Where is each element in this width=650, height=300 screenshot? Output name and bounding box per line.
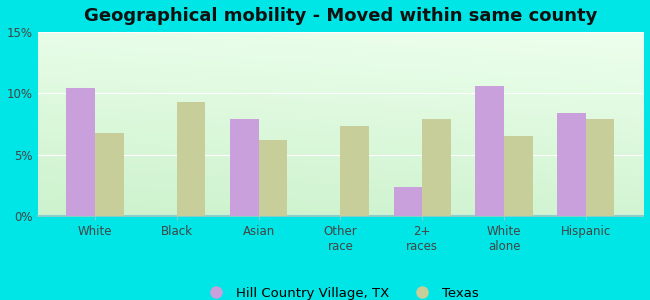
Bar (475, 86, 504, 216)
Bar (95, 133, 124, 216)
Bar (586, 119, 614, 216)
Bar (66, 88, 95, 216)
Bar (394, 187, 422, 216)
Title: Geographical mobility - Moved within same county: Geographical mobility - Moved within sam… (84, 7, 597, 25)
Bar (259, 140, 287, 216)
Legend: Hill Country Village, TX, Texas: Hill Country Village, TX, Texas (197, 281, 484, 300)
Bar (230, 119, 259, 216)
Bar (341, 127, 369, 216)
Bar (177, 102, 205, 216)
Bar (422, 119, 451, 216)
Bar (557, 113, 586, 216)
Bar (504, 136, 532, 216)
